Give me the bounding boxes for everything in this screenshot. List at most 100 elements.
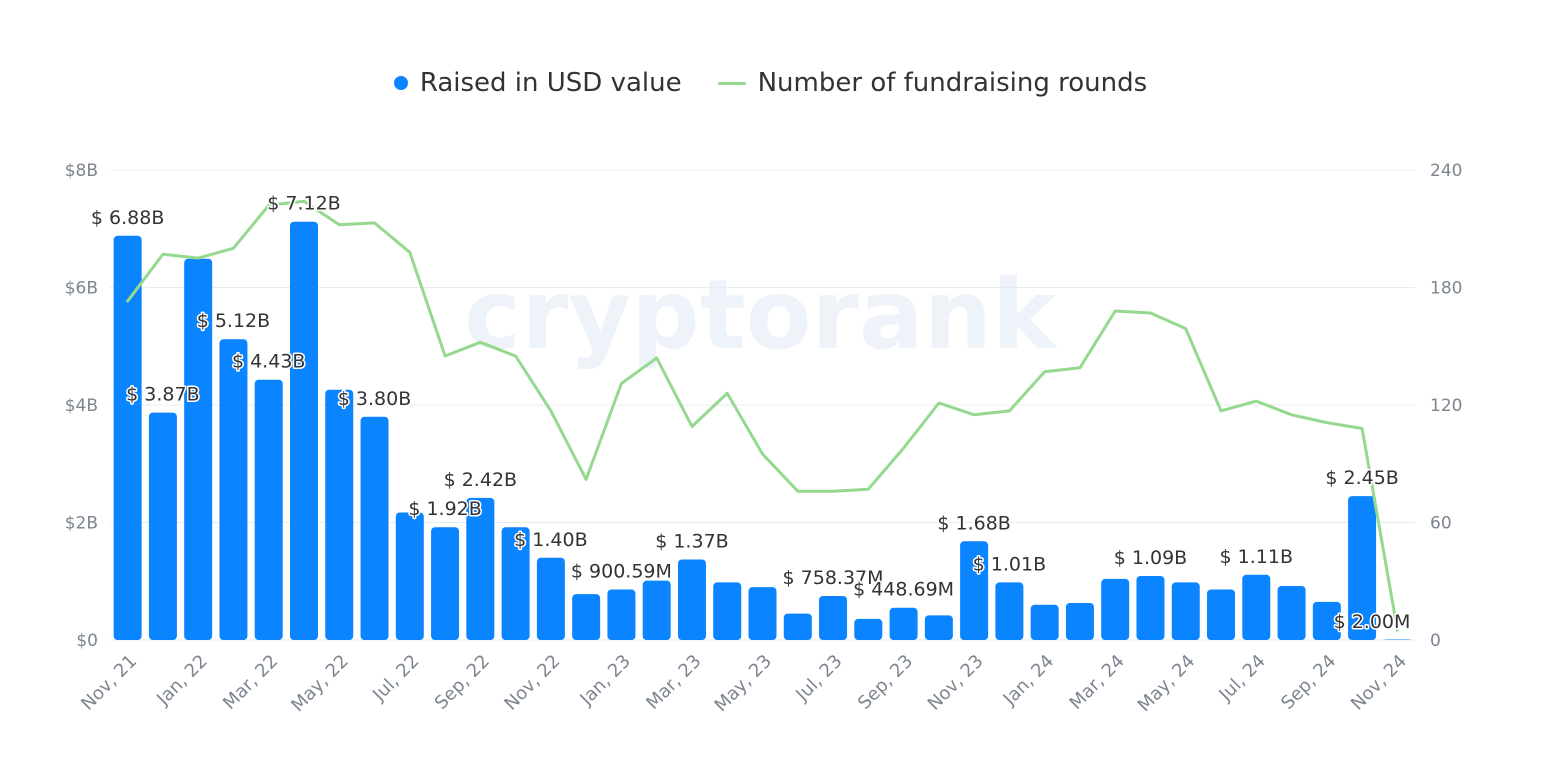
x-tick-label: May, 24: [1134, 651, 1199, 716]
data-label: $ 7.12B: [267, 193, 340, 215]
data-label: $ 3.87B: [126, 384, 199, 406]
data-label: $ 1.09B: [1114, 547, 1187, 569]
data-label: $ 4.43B: [232, 351, 305, 373]
bar: [536, 557, 565, 640]
data-label: $ 2.45B: [1325, 467, 1398, 489]
x-tick-label: Sep, 24: [1277, 651, 1340, 714]
bar: [184, 258, 213, 640]
bar: [1242, 574, 1271, 640]
bar: [642, 580, 671, 640]
x-tick-label: Mar, 23: [642, 651, 705, 714]
data-label: $ 1.01B: [973, 553, 1046, 575]
data-label: $ 900.59M: [571, 560, 672, 582]
y-axis-left: $0 $2B $4B $6B $8B: [65, 161, 98, 651]
line-series: [126, 199, 1399, 632]
legend-item-raised[interactable]: Raised in USD value: [393, 68, 682, 98]
x-tick-label: Jul, 24: [1215, 651, 1270, 706]
x-tick-label: May, 22: [287, 651, 352, 716]
legend-line-icon: [717, 81, 746, 85]
y-left-tick-label: $4B: [65, 396, 98, 416]
data-label: $ 1.40B: [514, 529, 587, 551]
bar: [1207, 589, 1236, 640]
bar: [713, 582, 742, 640]
x-tick-label: Jan, 22: [152, 651, 211, 710]
data-labels: $ 6.88B $ 3.87B $ 5.12B $ 4.43B $ 7.12B $ 3.8…: [89, 191, 1412, 634]
bar: [1348, 496, 1377, 640]
data-label: $ 1.92B: [408, 498, 481, 520]
bar: [748, 587, 777, 640]
bar: [995, 582, 1024, 640]
legend-dot-icon: [393, 76, 408, 90]
x-tick-label: Sep, 22: [431, 651, 494, 714]
bar: [254, 379, 283, 640]
bar: [1171, 582, 1200, 640]
bar: [819, 595, 848, 640]
x-axis: Nov, 21 Jan, 22 Mar, 22 May, 22 Jul, 22 Sep, …: [77, 651, 1411, 716]
data-label: $ 2.00M: [1334, 611, 1411, 633]
x-tick-label: Nov, 24: [1347, 651, 1411, 715]
x-tick-label: Nov, 21: [77, 651, 141, 715]
bar: [113, 235, 142, 641]
bar: [607, 589, 636, 640]
bar: [360, 416, 389, 640]
bar: [1312, 601, 1341, 640]
x-tick-label: Nov, 22: [500, 651, 564, 715]
bar: [1065, 602, 1094, 640]
bar: [783, 613, 812, 640]
bar: [219, 339, 248, 640]
bar: [1101, 578, 1130, 640]
x-tick-label: Mar, 22: [219, 651, 282, 714]
data-label: $ 758.37M: [783, 567, 884, 589]
y-left-tick-label: $2B: [65, 514, 98, 534]
bar: [148, 412, 177, 640]
y-right-tick-label: 0: [1430, 631, 1441, 651]
data-label: $ 1.11B: [1220, 546, 1293, 568]
bar: [1030, 604, 1059, 640]
data-label: $ 1.68B: [937, 512, 1010, 534]
rounds-line: [126, 199, 1399, 632]
bar: [572, 594, 601, 640]
x-tick-label: Mar, 24: [1066, 651, 1129, 714]
bar: [960, 541, 989, 640]
x-tick-label: Jan, 24: [999, 651, 1058, 710]
bar: [466, 497, 495, 640]
y-right-tick-label: 60: [1430, 514, 1452, 534]
bar: [677, 559, 706, 640]
y-left-tick-label: $6B: [65, 279, 98, 299]
data-label: $ 6.88B: [91, 207, 164, 229]
data-label: $ 1.37B: [655, 531, 728, 553]
bar: [1383, 639, 1412, 640]
bar: [395, 512, 424, 640]
chart-legend: Raised in USD value Number of fundraisin…: [0, 68, 1541, 98]
x-tick-label: Jul, 22: [368, 651, 423, 706]
data-label: $ 3.80B: [338, 388, 411, 410]
y-right-tick-label: 240: [1430, 161, 1462, 181]
y-left-tick-label: $0: [76, 631, 98, 651]
bar: [854, 618, 883, 640]
legend-label-raised: Raised in USD value: [419, 68, 682, 98]
x-tick-label: Sep, 23: [854, 651, 917, 714]
x-tick-label: Nov, 23: [924, 651, 988, 715]
y-right-tick-label: 180: [1430, 279, 1462, 299]
y-left-tick-label: $8B: [65, 161, 98, 181]
y-right-tick-label: 120: [1430, 396, 1462, 416]
bar: [501, 527, 530, 640]
y-axis-right: 0 60 120 180 240: [1430, 161, 1462, 651]
legend-label-rounds: Number of fundraising rounds: [757, 68, 1148, 98]
bar: [889, 607, 918, 640]
bar-series: [113, 221, 1412, 641]
bar: [325, 389, 354, 640]
bar: [924, 615, 953, 640]
bar: [1136, 575, 1165, 640]
bar: [1277, 585, 1306, 640]
x-tick-label: May, 23: [711, 651, 776, 716]
watermark-logo: cryptorank: [464, 259, 1058, 371]
data-label: $ 5.12B: [197, 310, 270, 332]
legend-item-rounds[interactable]: Number of fundraising rounds: [717, 68, 1148, 98]
x-tick-label: Jan, 23: [575, 651, 634, 710]
data-label: $ 448.69M: [853, 579, 954, 601]
x-tick-label: Jul, 23: [791, 651, 846, 706]
bar: [431, 527, 460, 640]
bar: [289, 221, 318, 640]
